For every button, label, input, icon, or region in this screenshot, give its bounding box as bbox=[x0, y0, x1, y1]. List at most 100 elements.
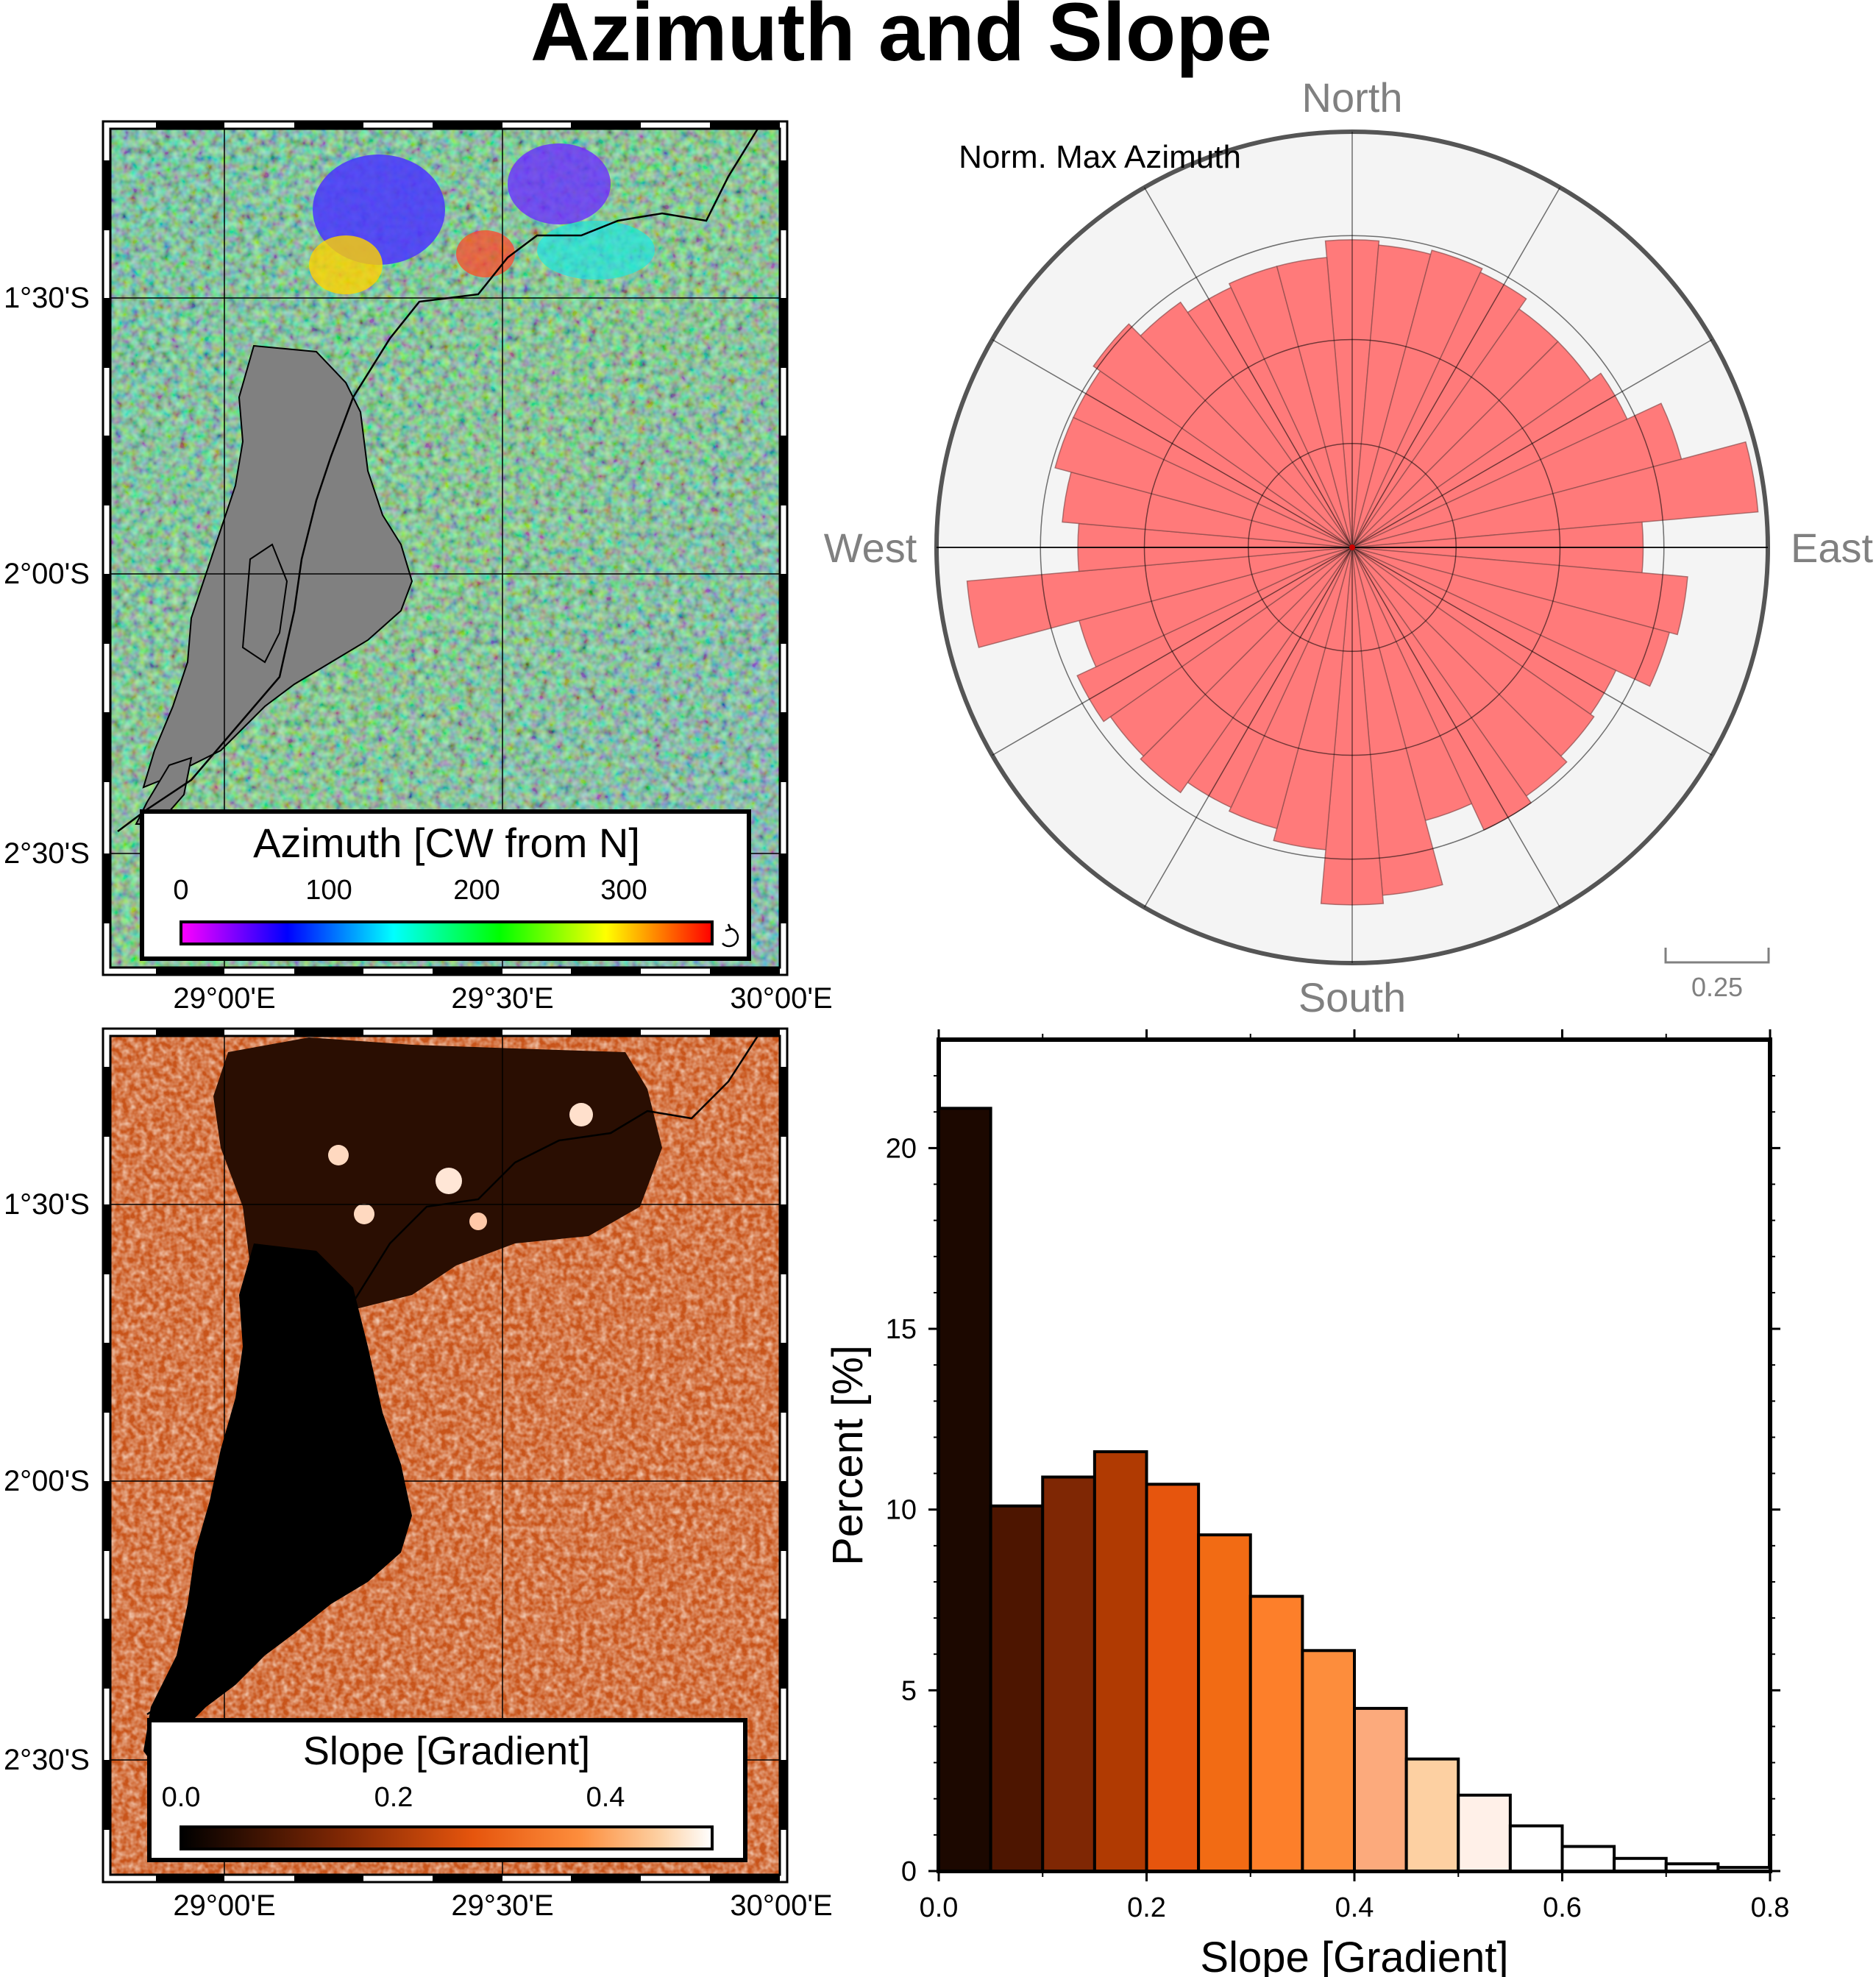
histogram-bar bbox=[1041, 1475, 1096, 1873]
slope-x-tick-0: 29°00'E bbox=[173, 1889, 275, 1922]
histogram-x-tick-label: 0.2 bbox=[1127, 1892, 1166, 1923]
histogram-bar bbox=[1664, 1862, 1720, 1873]
azimuth-map-panel: Azimuth [CW from N] 0 100 200 300 bbox=[4, 120, 833, 1015]
rose-grid-spoke bbox=[1351, 338, 1713, 548]
rose-label-north: North bbox=[1302, 74, 1403, 121]
rose-label-east: East bbox=[1791, 525, 1873, 571]
rose-grid-spoke bbox=[992, 338, 1353, 548]
slope-colorbar-tick-1: 0.2 bbox=[374, 1782, 413, 1813]
rose-sectors bbox=[966, 239, 1759, 906]
histogram-bar bbox=[1092, 1450, 1148, 1873]
rose-grid-spoke bbox=[1351, 187, 1561, 548]
histogram-bar bbox=[1353, 1706, 1408, 1873]
volcano-highlight-5 bbox=[569, 1103, 593, 1126]
histogram-y-tick-label: 10 bbox=[886, 1495, 917, 1526]
rose-panel: Norm. Max Azimuth North East South West … bbox=[824, 74, 1874, 1021]
slope-colorbar-tick-2: 0.4 bbox=[586, 1782, 625, 1813]
rose-scale-label: 0.25 bbox=[1691, 972, 1743, 1002]
rose-sector bbox=[1092, 323, 1353, 548]
slope-colorbar-gradient bbox=[180, 1825, 714, 1850]
histogram-y-tick-label: 5 bbox=[901, 1675, 917, 1706]
histogram-bar bbox=[1716, 1866, 1772, 1873]
rose-center bbox=[1349, 544, 1355, 550]
volcano-highlight-4 bbox=[469, 1213, 487, 1230]
slope-y-tick-1: 2°00'S bbox=[4, 1465, 90, 1497]
rose-sector bbox=[966, 547, 1353, 648]
rose-grid-spoke bbox=[1143, 187, 1353, 548]
histogram-bars bbox=[937, 1107, 1772, 1873]
histogram-ylabel: Percent [%] bbox=[824, 1345, 872, 1566]
azimuth-colorbar-tick-1: 100 bbox=[305, 875, 352, 906]
histogram-x-tick-label: 0.6 bbox=[1543, 1892, 1582, 1923]
azimuth-colorbar-tick-2: 200 bbox=[453, 875, 500, 906]
histogram-bar bbox=[1248, 1594, 1304, 1873]
volcano-highlight-1 bbox=[328, 1145, 349, 1165]
slope-colorbar: Slope [Gradient] 0.0 0.2 0.4 bbox=[147, 1718, 747, 1862]
slope-map-panel: Slope [Gradient] 0.0 0.2 0.4 29°00'E 29°… bbox=[4, 1027, 833, 1922]
rose-sector bbox=[1276, 257, 1353, 548]
rose-scale-bar bbox=[1664, 948, 1770, 964]
histogram-x-tick-label: 0.4 bbox=[1335, 1892, 1374, 1923]
rose-sector bbox=[1351, 547, 1671, 687]
histogram-ticks: 0.0 0.2 0.4 0.6 0.8 0 5 10 15 20 bbox=[886, 1029, 1790, 1923]
histogram-bar bbox=[1560, 1845, 1616, 1873]
volcano-highlight-2 bbox=[436, 1168, 462, 1194]
slope-frame bbox=[102, 1027, 789, 1884]
rose-grid-spoke bbox=[1143, 547, 1353, 908]
histogram-bar bbox=[1145, 1483, 1201, 1873]
rose-label-south: South bbox=[1298, 974, 1406, 1021]
rose-sector bbox=[1351, 547, 1688, 636]
azimuth-y-tick-2: 2°30'S bbox=[4, 837, 90, 870]
histogram-panel: 0.0 0.2 0.4 0.6 0.8 0 5 10 15 20 Slope [Gradient]… bbox=[824, 1029, 1789, 1977]
histogram-y-tick-label: 20 bbox=[886, 1133, 917, 1164]
cyclic-icon bbox=[722, 923, 739, 948]
rose-label-west: West bbox=[824, 525, 917, 571]
rose-sector bbox=[1140, 301, 1353, 548]
slope-colorbar-label: Slope [Gradient] bbox=[303, 1729, 590, 1773]
azimuth-y-tick-0: 1°30'S bbox=[4, 282, 90, 314]
histogram-xlabel: Slope [Gradient] bbox=[1200, 1934, 1508, 1977]
rose-grid-spoke bbox=[992, 547, 1353, 756]
rose-grid bbox=[937, 132, 1768, 963]
slope-volcanic-dark bbox=[213, 1037, 662, 1310]
azimuth-colorbar-tick-3: 300 bbox=[600, 875, 647, 906]
rose-sector bbox=[1351, 249, 1483, 548]
azimuth-volcano-blue-2 bbox=[508, 143, 611, 224]
slope-y-tick-0: 1°30'S bbox=[4, 1188, 90, 1221]
azimuth-volcano-yellow bbox=[309, 235, 383, 294]
azimuth-x-tick-0: 29°00'E bbox=[173, 982, 275, 1015]
azimuth-colorbar-label: Azimuth [CW from N] bbox=[253, 820, 640, 866]
histogram-y-tick-label: 0 bbox=[901, 1856, 917, 1887]
slope-y-tick-2: 2°30'S bbox=[4, 1744, 90, 1776]
azimuth-frame bbox=[102, 120, 789, 976]
azimuth-colorbar: Azimuth [CW from N] 0 100 200 300 bbox=[140, 809, 751, 961]
rose-sector bbox=[1228, 547, 1353, 829]
rose-subtitle: Norm. Max Azimuth bbox=[959, 139, 1241, 175]
rose-sector bbox=[1273, 547, 1353, 851]
slope-lake bbox=[143, 1243, 412, 1766]
rose-grid-spoke bbox=[1351, 547, 1713, 756]
slope-x-tick-1: 29°30'E bbox=[451, 1889, 553, 1922]
histogram-x-tick-label: 0.0 bbox=[920, 1892, 959, 1923]
histogram-bar bbox=[1404, 1757, 1460, 1873]
histogram-bar bbox=[937, 1107, 992, 1873]
azimuth-volcano-red bbox=[456, 230, 515, 277]
histogram-x-tick-label: 0.8 bbox=[1751, 1892, 1790, 1923]
slope-border-line bbox=[146, 1036, 759, 1716]
histogram-y-tick-label: 15 bbox=[886, 1314, 917, 1345]
rose-sector bbox=[1351, 441, 1759, 548]
histogram-bar bbox=[989, 1504, 1045, 1873]
azimuth-colorbar-gradient bbox=[180, 920, 714, 945]
histogram-bar bbox=[1457, 1793, 1512, 1873]
azimuth-colorbar-tick-0: 0 bbox=[173, 875, 188, 906]
azimuth-x-tick-2: 30°00'E bbox=[730, 982, 832, 1015]
rose-grid-spoke bbox=[1351, 547, 1561, 908]
histogram-bar bbox=[1197, 1533, 1252, 1873]
figure-title: Azimuth and Slope bbox=[530, 0, 1272, 78]
slope-x-tick-2: 30°00'E bbox=[730, 1889, 832, 1922]
volcano-highlight-3 bbox=[354, 1204, 374, 1224]
azimuth-border-line bbox=[117, 129, 759, 832]
azimuth-x-tick-1: 29°30'E bbox=[451, 982, 553, 1015]
histogram-bar bbox=[1613, 1856, 1668, 1873]
